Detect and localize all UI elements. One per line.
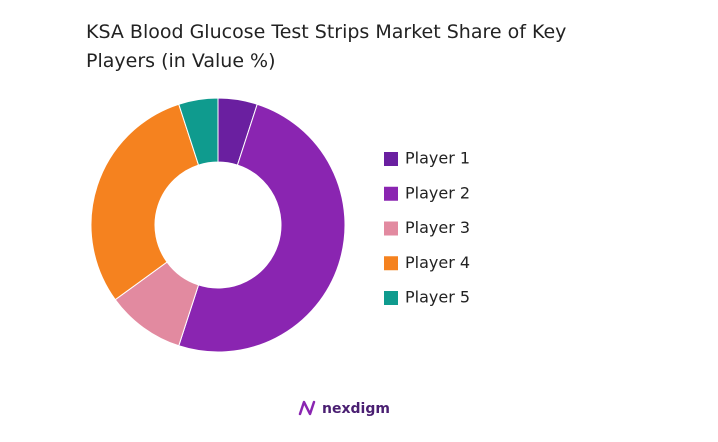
legend-label: Player 5 (405, 288, 470, 307)
donut-segment (178, 103, 346, 353)
legend-label: Player 1 (405, 149, 470, 168)
donut-segment (178, 97, 219, 166)
legend-swatch (384, 221, 398, 236)
legend-swatch (384, 152, 398, 166)
brand-logo: nexdigm (298, 400, 390, 417)
legend-label: Player 2 (405, 183, 470, 202)
legend-label: Player 4 (405, 253, 470, 272)
legend-swatch (384, 256, 398, 271)
legend-swatch (384, 291, 398, 305)
legend-swatch (384, 186, 398, 201)
brand-icon (298, 400, 316, 416)
donut-segment (90, 103, 200, 301)
chart-title: KSA Blood Glucose Test Strips Market Sha… (86, 21, 567, 72)
legend-label: Player 3 (405, 218, 470, 237)
brand-name: nexdigm (322, 401, 390, 417)
